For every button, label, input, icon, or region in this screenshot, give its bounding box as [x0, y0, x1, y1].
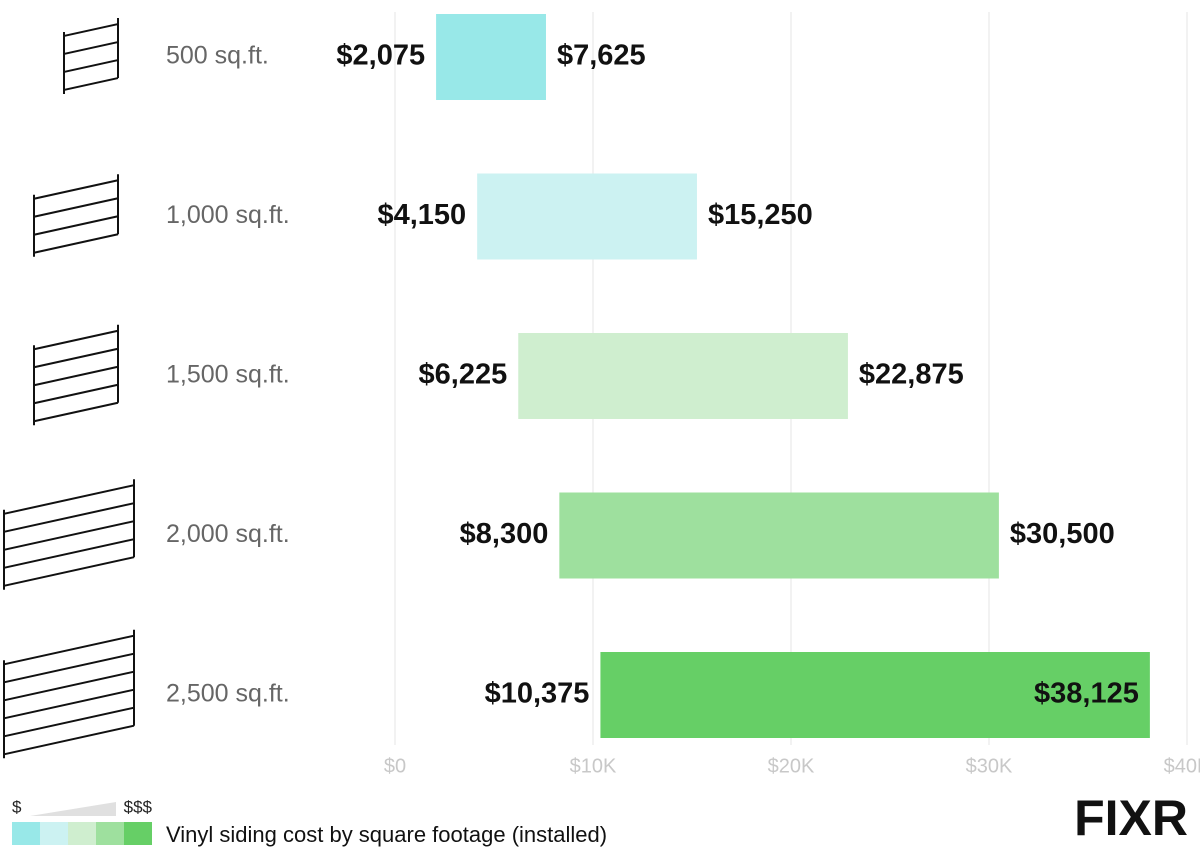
- low-label: $2,075: [336, 40, 425, 72]
- legend-caption: Vinyl siding cost by square footage (ins…: [166, 822, 607, 847]
- legend-swatch: [40, 822, 68, 845]
- logo: FIXR: [1074, 790, 1188, 846]
- legend-wedge: [30, 802, 116, 816]
- x-tick-label: $10K: [570, 755, 617, 777]
- bar: [559, 492, 999, 579]
- x-tick-label: $20K: [768, 755, 815, 777]
- icons: [3, 18, 135, 759]
- legend-swatch: [96, 822, 124, 845]
- category-label: 1,000 sq.ft.: [166, 201, 290, 229]
- low-label: $10,375: [485, 678, 590, 710]
- siding-icon: [33, 324, 119, 426]
- bar: [600, 652, 1150, 738]
- bars: 500 sq.ft. $2,075 $7,625 1,000 sq.ft. $4,150…: [166, 14, 1150, 738]
- category-label: 2,000 sq.ft.: [166, 520, 290, 548]
- legend-high: $$$: [124, 797, 153, 816]
- category-label: 1,500 sq.ft.: [166, 361, 290, 389]
- legend-swatch: [124, 822, 152, 845]
- category-label: 2,500 sq.ft.: [166, 680, 290, 708]
- legend-swatches: [12, 822, 152, 845]
- bar: [436, 14, 546, 100]
- siding-icon: [33, 174, 119, 257]
- low-label: $4,150: [377, 199, 466, 231]
- siding-icon: [63, 18, 119, 94]
- legend-swatch: [12, 822, 40, 845]
- low-label: $8,300: [460, 518, 549, 550]
- grid: $0 $10K $20K $30K $40K: [384, 12, 1200, 777]
- high-label: $7,625: [557, 40, 646, 72]
- siding-icon: [3, 629, 135, 759]
- siding-icon: [3, 479, 135, 590]
- legend-swatch: [68, 822, 96, 845]
- high-label: $38,125: [1034, 678, 1139, 710]
- low-label: $6,225: [419, 359, 508, 391]
- category-label: 500 sq.ft.: [166, 42, 269, 70]
- high-label: $22,875: [859, 359, 964, 391]
- x-tick-label: $0: [384, 755, 406, 777]
- x-tick-label: $30K: [966, 755, 1013, 777]
- x-tick-label: $40K: [1164, 755, 1200, 777]
- high-label: $15,250: [708, 199, 813, 231]
- bar: [477, 173, 697, 260]
- bar: [518, 333, 848, 419]
- high-label: $30,500: [1010, 518, 1115, 550]
- legend-low: $: [12, 797, 22, 816]
